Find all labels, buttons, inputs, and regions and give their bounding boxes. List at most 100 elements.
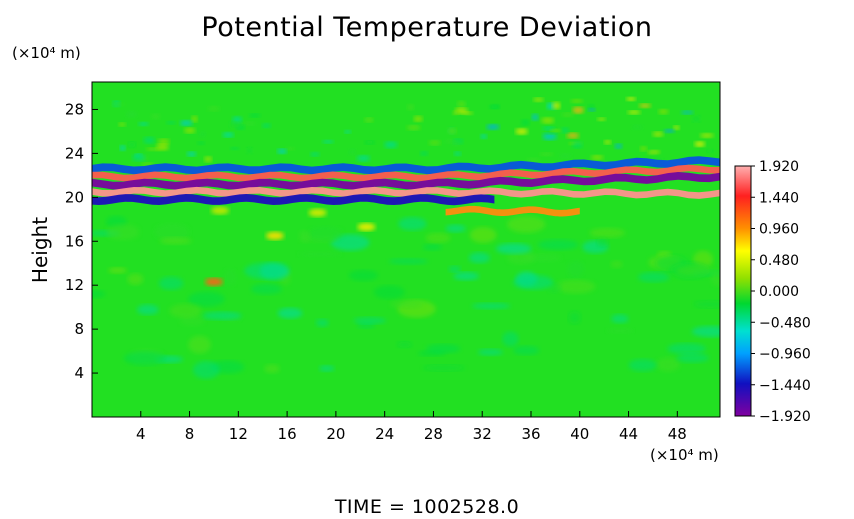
- wave-ripple: [111, 102, 125, 106]
- wave-ripple: [248, 113, 261, 118]
- wave-ripple: [119, 145, 126, 151]
- turbulence-blob: [123, 351, 166, 366]
- turbulence-blob: [396, 341, 413, 348]
- turbulence-blob: [202, 311, 242, 320]
- wave-ripple: [310, 152, 320, 157]
- warm-spot: [308, 208, 327, 217]
- wave-ripple: [348, 148, 357, 156]
- turbulence-blob: [298, 230, 311, 243]
- x-tick-label: 24: [375, 425, 394, 443]
- turbulence-blob: [507, 215, 546, 233]
- wave-ripple: [706, 148, 714, 153]
- wave-ripple: [197, 141, 205, 145]
- field-background: [92, 82, 720, 417]
- colorbar-label: −0.960: [759, 347, 811, 363]
- wave-ripple: [486, 124, 500, 130]
- wave-ripple: [204, 156, 213, 163]
- x-tick-label: 36: [521, 425, 540, 443]
- turbulence-blob: [308, 226, 344, 241]
- wave-ripple: [652, 131, 664, 137]
- wave-ripple: [673, 125, 680, 130]
- turbulence-blob: [610, 260, 623, 268]
- wave-ripple: [631, 124, 644, 130]
- x-tick-label: 28: [424, 425, 443, 443]
- warm-spot: [211, 206, 230, 215]
- wave-ripple: [452, 110, 459, 116]
- wave-ripple: [285, 147, 295, 151]
- colorbar-label: 0.960: [759, 222, 799, 238]
- turbulence-blob: [567, 260, 585, 278]
- x-tick-label: 12: [229, 425, 248, 443]
- wave-ripple: [262, 123, 271, 128]
- x-tick-label: 20: [326, 425, 345, 443]
- wave-ripple: [561, 112, 574, 117]
- wave-ripple: [590, 155, 604, 160]
- colorbar-gradient: [734, 165, 752, 417]
- turbulence-blob: [159, 237, 192, 245]
- turbulence-blob: [453, 271, 479, 281]
- turbulence-blob: [353, 317, 386, 325]
- wave-ripple: [480, 134, 487, 139]
- wave-ripple: [515, 128, 528, 135]
- colorbar-label: −1.920: [759, 409, 811, 425]
- turbulence-blob: [188, 291, 225, 307]
- time-annotation: TIME = 1002528.0: [334, 496, 520, 518]
- turbulence-blob: [169, 303, 202, 318]
- wave-ripple: [428, 140, 441, 146]
- turbulence-blob: [92, 290, 106, 298]
- wave-ripple: [638, 103, 651, 108]
- turbulence-blob: [154, 223, 190, 241]
- wave-ripple: [694, 141, 706, 147]
- y-tick-label: 20: [65, 188, 84, 206]
- wave-ripple: [150, 113, 161, 120]
- turbulence-blob: [537, 239, 579, 251]
- y-tick-label: 4: [74, 364, 84, 382]
- turbulence-blob: [691, 326, 720, 338]
- colorbar: 1.920 1.440 0.960 0.480 0.000 −0.480 −0.960 −1.…: [734, 159, 811, 425]
- wave-ripple: [277, 148, 287, 154]
- turbulence-blob: [710, 269, 720, 287]
- temperature-band: [92, 172, 720, 190]
- y-tick-label: 28: [65, 100, 84, 118]
- turbulence-blob: [388, 258, 429, 265]
- turbulence-blob: [319, 365, 335, 372]
- turbulence-blob: [448, 265, 461, 273]
- wave-ripple: [520, 119, 530, 126]
- wave-ripple: [447, 127, 457, 134]
- x-tick-label: 48: [668, 425, 687, 443]
- wave-ripple: [658, 109, 669, 115]
- warm-spot: [204, 277, 223, 286]
- turbulence-blob: [555, 279, 596, 294]
- wave-ripple: [699, 133, 714, 138]
- colorbar-label: −1.440: [759, 378, 811, 394]
- turbulence-blob: [264, 364, 280, 374]
- wave-ripple: [191, 115, 198, 123]
- wave-ripple: [243, 121, 256, 126]
- colorbar-label: 1.920: [759, 159, 799, 175]
- turbulence-blob: [468, 252, 490, 264]
- wave-ripple: [118, 122, 126, 127]
- y-tick-label: 24: [65, 144, 84, 162]
- temperature-band: [92, 186, 720, 199]
- wave-ripple: [157, 138, 170, 145]
- wave-ripple: [558, 153, 573, 159]
- turbulence-blob: [330, 234, 370, 251]
- temperature-band: [445, 205, 580, 217]
- turbulence-blob: [188, 335, 211, 354]
- wave-ripple: [155, 143, 169, 151]
- turbulence-blob: [502, 331, 519, 347]
- wave-ripple: [125, 110, 138, 118]
- wave-ripple: [128, 141, 136, 148]
- y-axis-unit: (×10⁴ m): [12, 44, 81, 62]
- turbulence-blob: [667, 343, 707, 355]
- turbulence-blob: [676, 353, 709, 363]
- wave-ripple: [364, 117, 374, 123]
- x-axis-unit: (×10⁴ m): [650, 446, 719, 464]
- colorbar-label: 0.480: [759, 253, 799, 269]
- wave-ripple: [533, 97, 544, 102]
- wave-ripple: [384, 141, 398, 148]
- x-tick-label: 44: [619, 425, 638, 443]
- wave-ripple: [184, 127, 196, 134]
